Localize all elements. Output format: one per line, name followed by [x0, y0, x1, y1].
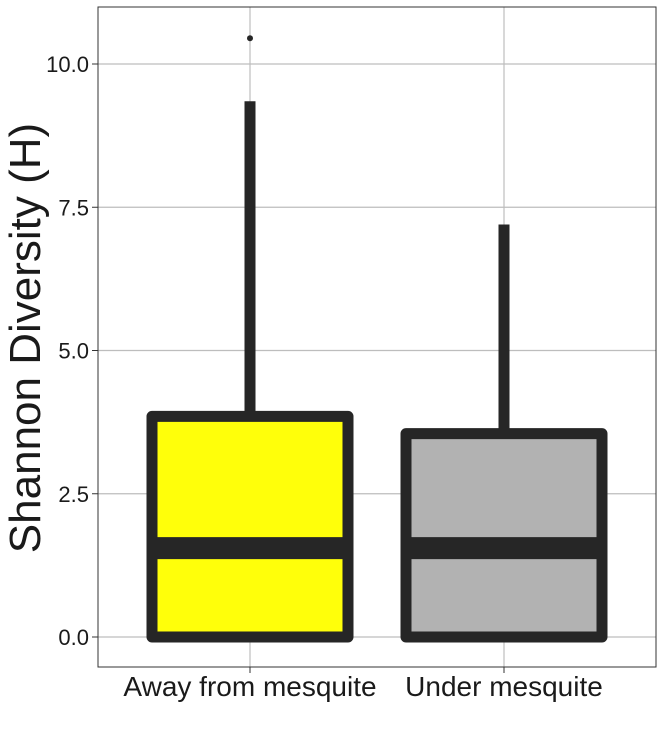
plot-panel-border: [97, 6, 657, 668]
x-tick-label: Under mesquite: [405, 671, 603, 702]
x-tick-label: Away from mesquite: [123, 671, 376, 702]
boxes: [146, 35, 608, 643]
axes: 0.0 2.5 5.0 7.5 10.0 Away from mesquite Under …: [46, 52, 603, 702]
outlier-point: [247, 35, 253, 42]
y-tick-label: 7.5: [58, 195, 89, 220]
box-under-mesquite: [400, 224, 608, 643]
box-body: [400, 428, 608, 643]
y-tick-label: 10.0: [46, 52, 89, 77]
box-away-from-mesquite: [146, 35, 354, 643]
y-tick-label: 0.0: [58, 625, 89, 650]
y-axis-label: Shannon Diversity (H): [1, 123, 50, 553]
y-tick-label: 5.0: [58, 339, 89, 364]
box-body: [146, 410, 354, 643]
y-tick-label: 2.5: [58, 482, 89, 507]
